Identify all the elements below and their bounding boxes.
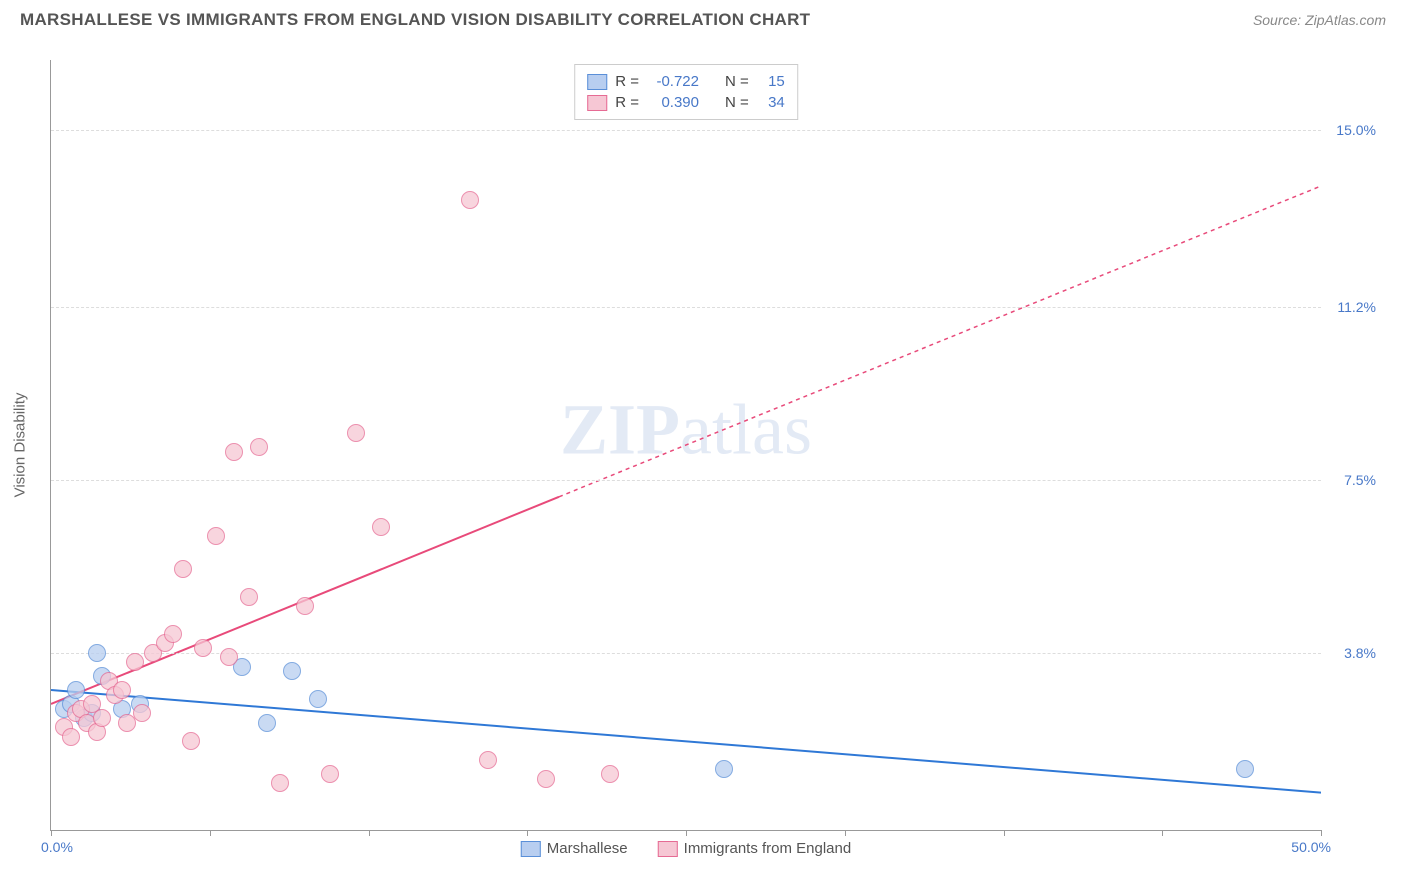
chart-header: MARSHALLESE VS IMMIGRANTS FROM ENGLAND V… xyxy=(0,0,1406,35)
r-value: -0.722 xyxy=(647,73,699,90)
data-point xyxy=(194,639,212,657)
plot-area: ZIPatlas R =-0.722N =15R =0.390N =34 Mar… xyxy=(50,60,1321,831)
data-point xyxy=(62,728,80,746)
legend-item: Marshallese xyxy=(521,840,628,857)
r-label: R = xyxy=(615,94,639,111)
data-point xyxy=(537,770,555,788)
trend-lines xyxy=(51,60,1321,830)
x-tick xyxy=(210,830,211,836)
y-tick-label: 7.5% xyxy=(1344,472,1376,488)
data-point xyxy=(126,653,144,671)
data-point xyxy=(240,588,258,606)
data-point xyxy=(601,765,619,783)
data-point xyxy=(113,681,131,699)
n-value: 34 xyxy=(757,94,785,111)
legend-item: Immigrants from England xyxy=(658,840,852,857)
data-point xyxy=(164,625,182,643)
x-axis-max-label: 50.0% xyxy=(1291,839,1331,855)
x-tick xyxy=(1004,830,1005,836)
data-point xyxy=(283,662,301,680)
y-axis-title: Vision Disability xyxy=(12,393,29,498)
grid-line xyxy=(51,653,1321,654)
stats-row: R = 0.390 N = 34 xyxy=(587,92,785,113)
stats-legend: R = -0.722 N = 15 R = 0.390 N = 34 xyxy=(574,64,798,120)
n-value: 15 xyxy=(757,73,785,90)
n-label: N = xyxy=(725,94,749,111)
data-point xyxy=(715,760,733,778)
legend-label: Marshallese xyxy=(547,840,628,857)
r-label: R = xyxy=(615,73,639,90)
data-point xyxy=(372,518,390,536)
n-label: N = xyxy=(725,73,749,90)
data-point xyxy=(258,714,276,732)
data-point xyxy=(479,751,497,769)
grid-line xyxy=(51,130,1321,131)
source-attribution: Source: ZipAtlas.com xyxy=(1253,12,1386,28)
stats-row: R = -0.722 N = 15 xyxy=(587,71,785,92)
data-point xyxy=(225,443,243,461)
grid-line xyxy=(51,307,1321,308)
data-point xyxy=(133,704,151,722)
data-point xyxy=(309,690,327,708)
legend-swatch xyxy=(521,841,541,857)
legend-label: Immigrants from England xyxy=(684,840,852,857)
series-legend: Marshallese Immigrants from England xyxy=(521,840,851,857)
y-tick-label: 11.2% xyxy=(1337,299,1376,315)
watermark: ZIPatlas xyxy=(560,388,812,471)
x-tick xyxy=(1162,830,1163,836)
data-point xyxy=(271,774,289,792)
data-point xyxy=(250,438,268,456)
data-point xyxy=(174,560,192,578)
grid-line xyxy=(51,480,1321,481)
data-point xyxy=(88,644,106,662)
legend-swatch xyxy=(587,95,607,111)
data-point xyxy=(347,424,365,442)
x-tick xyxy=(527,830,528,836)
data-point xyxy=(296,597,314,615)
data-point xyxy=(67,681,85,699)
chart-title: MARSHALLESE VS IMMIGRANTS FROM ENGLAND V… xyxy=(20,10,810,30)
x-axis-min-label: 0.0% xyxy=(41,839,73,855)
x-tick xyxy=(369,830,370,836)
data-point xyxy=(182,732,200,750)
x-tick xyxy=(686,830,687,836)
r-value: 0.390 xyxy=(647,94,699,111)
x-tick xyxy=(845,830,846,836)
y-tick-label: 15.0% xyxy=(1336,122,1376,138)
legend-swatch xyxy=(587,74,607,90)
data-point xyxy=(220,648,238,666)
data-point xyxy=(207,527,225,545)
data-point xyxy=(321,765,339,783)
x-tick xyxy=(51,830,52,836)
x-tick xyxy=(1321,830,1322,836)
y-tick-label: 3.8% xyxy=(1344,645,1376,661)
correlation-chart: Vision Disability ZIPatlas R =-0.722N =1… xyxy=(50,60,1380,830)
data-point xyxy=(1236,760,1254,778)
legend-swatch xyxy=(658,841,678,857)
data-point xyxy=(93,709,111,727)
data-point xyxy=(461,191,479,209)
